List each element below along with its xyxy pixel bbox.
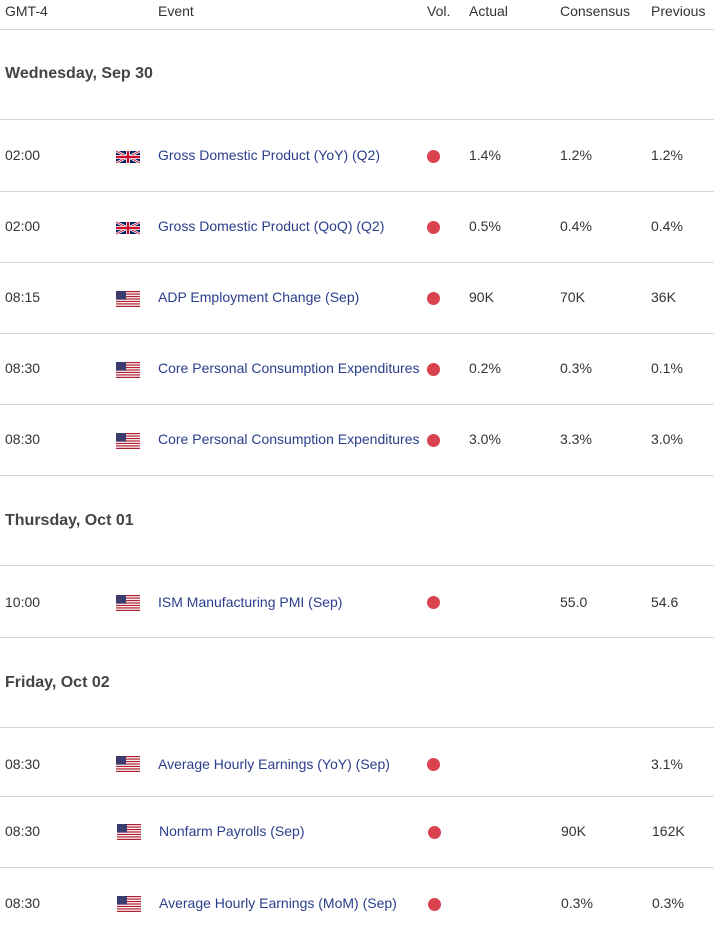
- us-flag-icon: [116, 291, 140, 307]
- event-time: 02:00: [5, 218, 41, 234]
- table-row[interactable]: 10:00 ISM Manufacturing PMI (Sep) 55.0 5…: [0, 566, 714, 638]
- day-label: Friday, Oct 02: [5, 674, 110, 691]
- consensus-value: 3.3%: [560, 431, 592, 447]
- previous-value: 3.0%: [651, 431, 683, 447]
- us-flag-icon: [116, 362, 140, 378]
- event-name-link[interactable]: ISM Manufacturing PMI (Sep): [158, 594, 343, 610]
- event-time: 08:30: [5, 431, 41, 447]
- previous-value: 0.4%: [651, 218, 683, 234]
- table-row[interactable]: 08:30 Core Personal Consumption Expendit…: [0, 333, 714, 405]
- consensus-value: 90K: [561, 823, 586, 839]
- event-time: 02:00: [5, 147, 41, 163]
- table-row[interactable]: 08:30 Average Hourly Earnings (MoM) (Sep…: [0, 868, 714, 925]
- consensus-value: 0.3%: [561, 895, 593, 911]
- consensus-value: 0.3%: [560, 360, 592, 376]
- us-flag-icon: [117, 824, 141, 840]
- previous-value: 162K: [652, 823, 685, 839]
- day-header: Thursday, Oct 01: [0, 475, 714, 566]
- event-name-link[interactable]: Nonfarm Payrolls (Sep): [159, 823, 305, 839]
- table-row[interactable]: 08:30 Core Personal Consumption Expendit…: [0, 404, 714, 476]
- event-time: 08:30: [5, 360, 41, 376]
- uk-flag-icon: [116, 149, 140, 165]
- header-consensus: Consensus: [560, 3, 631, 19]
- us-flag-icon: [117, 896, 141, 912]
- high-volatility-dot: [427, 221, 440, 234]
- event-time: 08:30: [5, 756, 41, 772]
- us-flag-icon: [116, 595, 140, 611]
- event-name-link[interactable]: Gross Domestic Product (QoQ) (Q2): [158, 218, 385, 234]
- event-name-link[interactable]: ADP Employment Change (Sep): [158, 289, 360, 305]
- high-volatility-dot: [427, 758, 440, 771]
- high-volatility-dot: [428, 826, 441, 839]
- high-volatility-dot: [427, 596, 440, 609]
- previous-value: 36K: [651, 289, 676, 305]
- day-header: Friday, Oct 02: [0, 637, 714, 728]
- header-timezone[interactable]: GMT-4: [5, 3, 48, 19]
- actual-value: 0.2%: [469, 360, 501, 376]
- header-actual: Actual: [469, 3, 508, 19]
- consensus-value: 55.0: [560, 594, 588, 610]
- previous-value: 3.1%: [651, 756, 683, 772]
- event-time: 08:30: [5, 895, 41, 911]
- previous-value: 0.1%: [651, 360, 683, 376]
- event-time: 08:15: [5, 289, 41, 305]
- day-label: Wednesday, Sep 30: [5, 65, 153, 82]
- actual-value: 0.5%: [469, 218, 501, 234]
- table-row[interactable]: 02:00 Gross Domestic Product (QoQ) (Q2) …: [0, 191, 714, 263]
- high-volatility-dot: [428, 898, 441, 911]
- event-name-link[interactable]: Core Personal Consumption Expenditures: [158, 360, 420, 376]
- consensus-value: 70K: [560, 289, 585, 305]
- day-label: Thursday, Oct 01: [5, 512, 134, 529]
- previous-value: 0.3%: [652, 895, 684, 911]
- event-name-link[interactable]: Gross Domestic Product (YoY) (Q2): [158, 147, 380, 163]
- actual-value: 3.0%: [469, 431, 501, 447]
- header-previous: Previous: [651, 3, 706, 19]
- previous-value: 1.2%: [651, 147, 683, 163]
- high-volatility-dot: [427, 150, 440, 163]
- header-event: Event: [158, 3, 194, 19]
- event-name-link[interactable]: Average Hourly Earnings (YoY) (Sep): [158, 756, 390, 772]
- consensus-value: 0.4%: [560, 218, 592, 234]
- previous-value: 54.6: [651, 594, 679, 610]
- table-row[interactable]: 08:15 ADP Employment Change (Sep) 90K 70…: [0, 262, 714, 334]
- us-flag-icon: [116, 433, 140, 449]
- consensus-value: 1.2%: [560, 147, 592, 163]
- event-name-link[interactable]: Core Personal Consumption Expenditures: [158, 431, 420, 447]
- high-volatility-dot: [427, 434, 440, 447]
- table-row[interactable]: 08:30 Nonfarm Payrolls (Sep) 90K 162K: [0, 797, 714, 868]
- table-row[interactable]: 02:00 Gross Domestic Product (YoY) (Q2) …: [0, 120, 714, 192]
- us-flag-icon: [116, 756, 140, 772]
- high-volatility-dot: [427, 292, 440, 305]
- header-vol: Vol.: [427, 3, 451, 19]
- event-time: 10:00: [5, 594, 41, 610]
- event-time: 08:30: [5, 823, 41, 839]
- uk-flag-icon: [116, 220, 140, 236]
- actual-value: 1.4%: [469, 147, 501, 163]
- high-volatility-dot: [427, 363, 440, 376]
- event-name-link[interactable]: Average Hourly Earnings (MoM) (Sep): [159, 895, 397, 911]
- actual-value: 90K: [469, 289, 494, 305]
- table-header: GMT-4 Event Vol. Actual Consensus Previo…: [0, 0, 714, 30]
- table-row[interactable]: 08:30 Average Hourly Earnings (YoY) (Sep…: [0, 728, 714, 797]
- day-header: Wednesday, Sep 30: [0, 29, 714, 120]
